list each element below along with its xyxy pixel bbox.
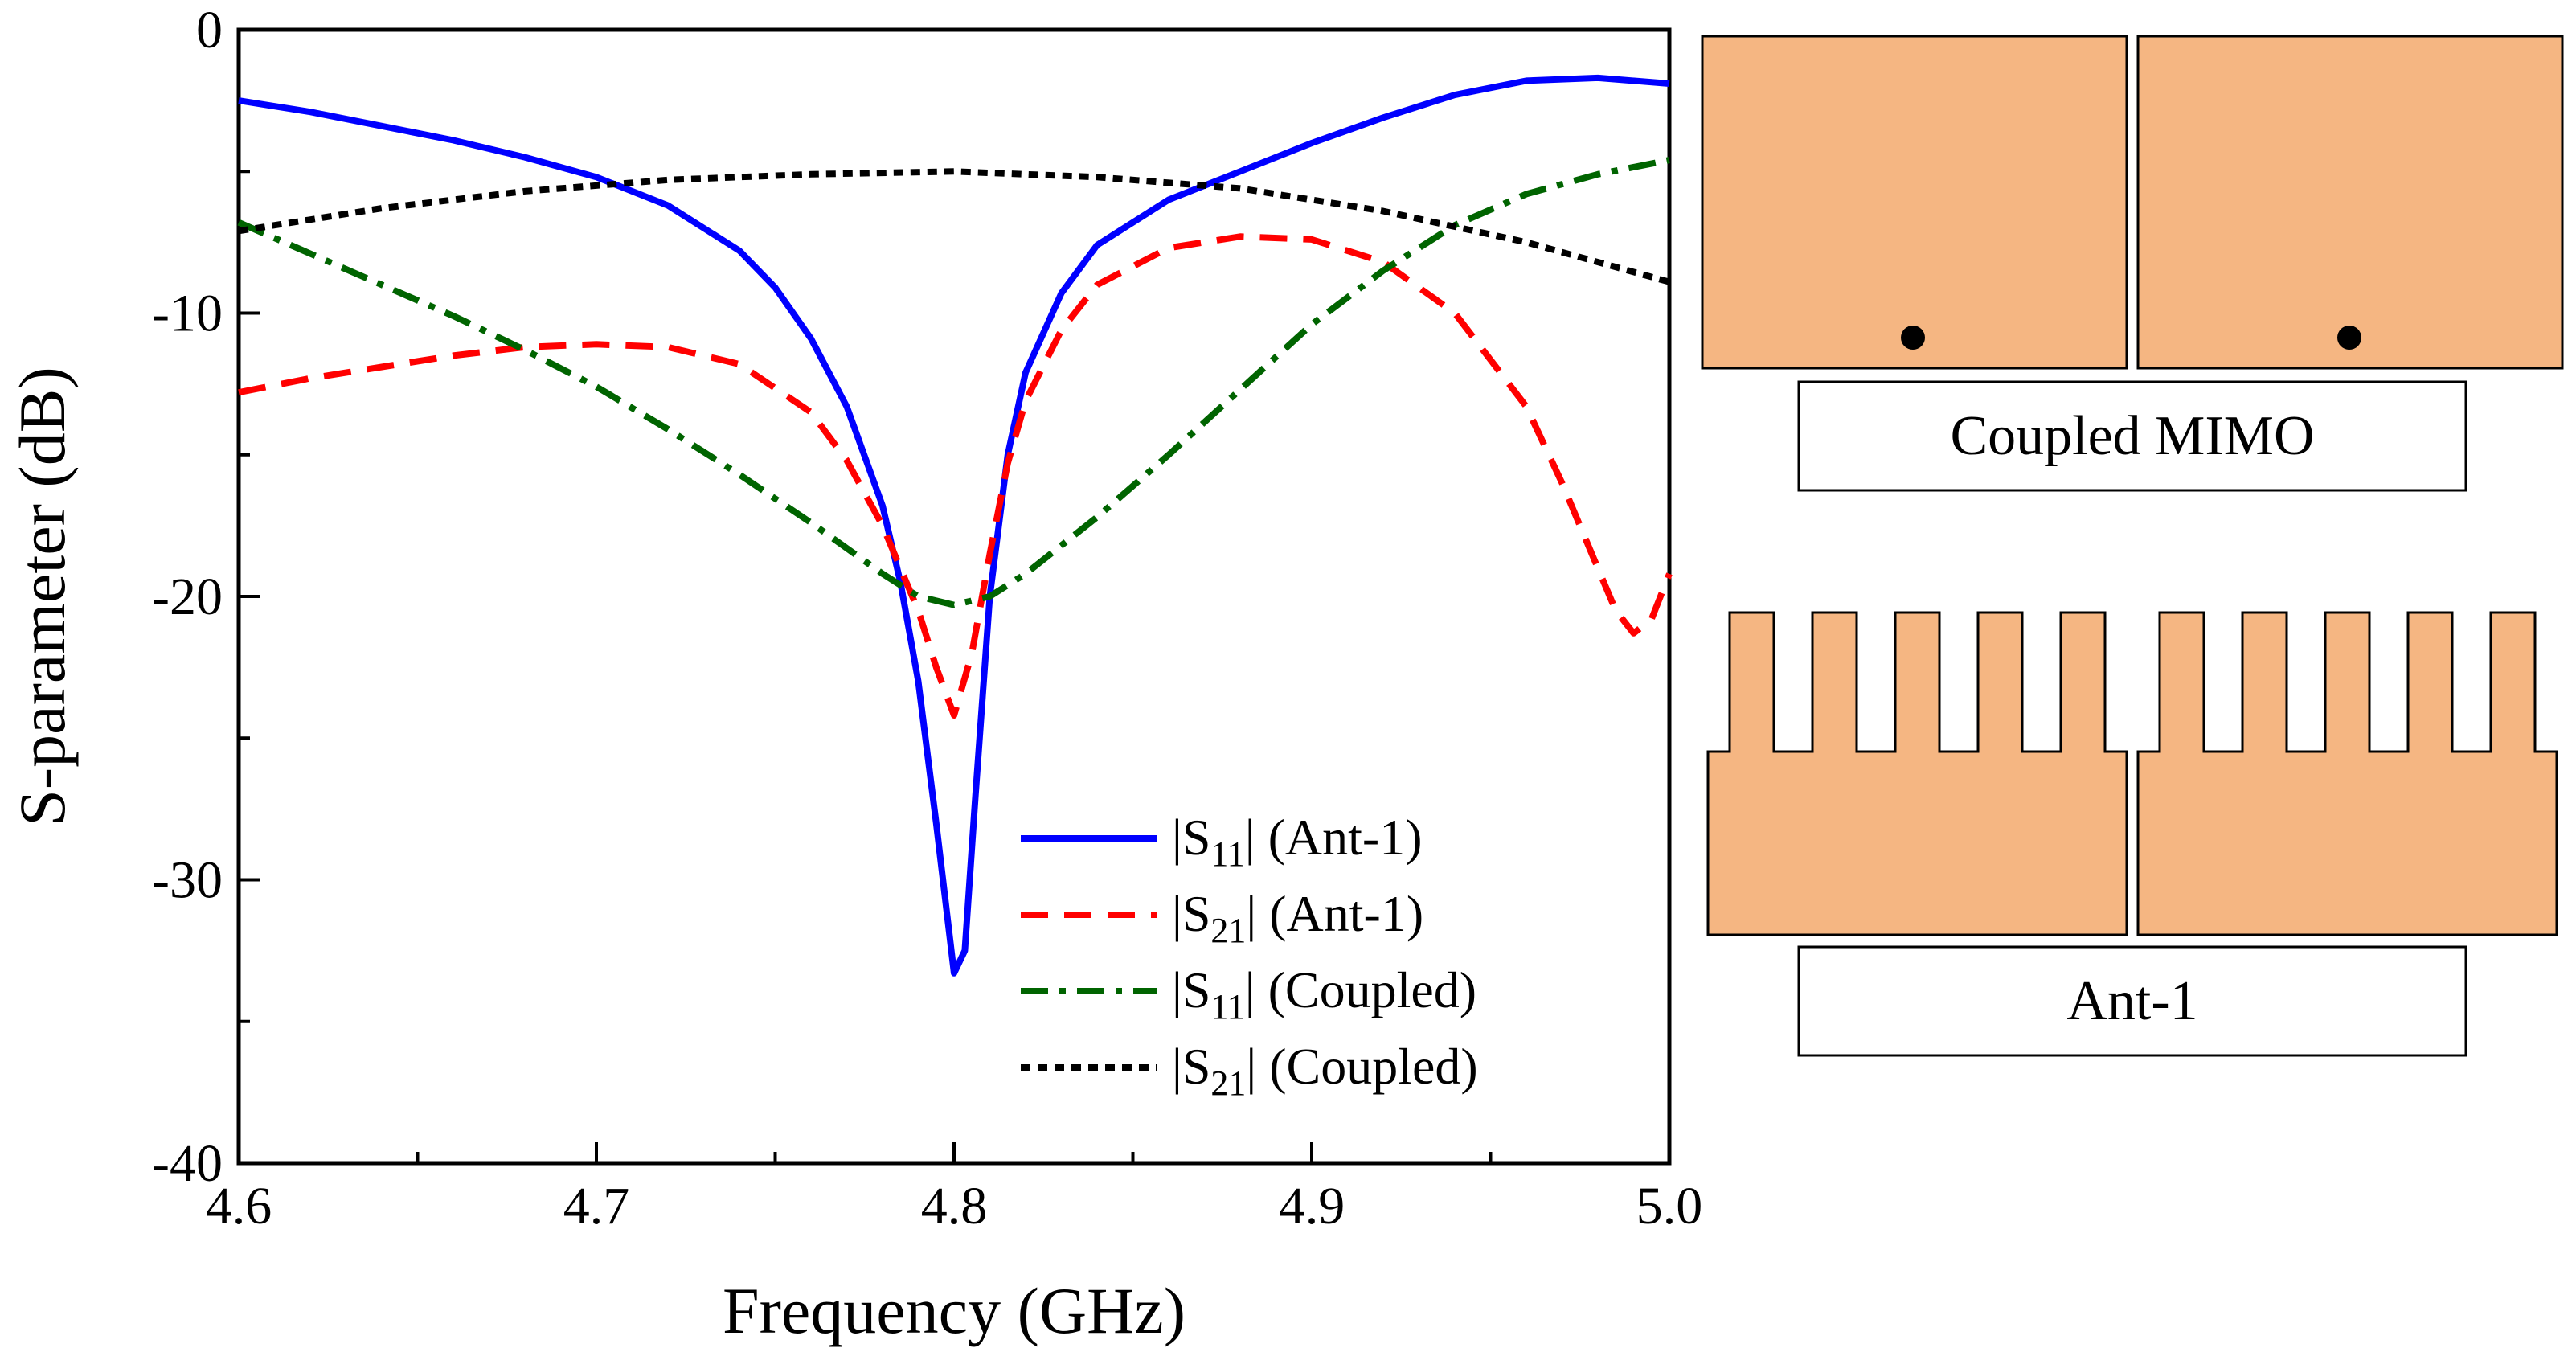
x-axis-title: Frequency (GHz): [723, 1274, 1186, 1347]
series-line-4: [238, 168, 1671, 285]
x-tick-label: 4.7: [563, 1177, 630, 1235]
axis-ticks: [237, 28, 1671, 1165]
ant-1-patch-right: [2136, 611, 2558, 936]
coupled-mimo-diagram: Coupled MIMO: [1701, 35, 2564, 492]
ant-1-caption-box: [1797, 945, 2467, 1057]
coupled-mimo-caption-box: [1797, 380, 2467, 492]
ant-1-patch-left: [1706, 611, 2128, 936]
y-axis-title: S-parameter (dB): [6, 367, 79, 826]
feed-point-left: [1901, 326, 1925, 350]
ant-1-caption: Ant-1: [2066, 970, 2197, 1032]
x-tick-label: 4.8: [921, 1177, 988, 1235]
legend: |S11| (Ant-1) |S21| (Ant-1) |S11| (Coupled…: [1021, 809, 1478, 1103]
legend-entry: |S11| (Ant-1): [1172, 809, 1423, 874]
series-line-3: [237, 157, 1670, 608]
x-tick-label: 4.9: [1279, 1177, 1345, 1235]
tick-labels: 4.6 4.7 4.8 4.9 5.0 0 -10 -20 -30 -40: [152, 1, 1702, 1235]
coupled-mimo-caption: Coupled MIMO: [1950, 405, 2314, 467]
feed-point-right: [2337, 326, 2361, 350]
series-line-2: [238, 233, 1673, 719]
y-tick-label: -40: [152, 1134, 223, 1193]
y-tick-label: -30: [152, 851, 223, 910]
ant-1-diagram: Ant-1: [1706, 611, 2558, 1057]
legend-entry: |S11| (Coupled): [1172, 961, 1476, 1026]
y-tick-label: -20: [152, 567, 223, 626]
series-line-1: [238, 74, 1670, 977]
y-tick-label: 0: [196, 1, 223, 59]
y-tick-label: -10: [152, 285, 223, 343]
coupled-patch-right: [2136, 35, 2564, 370]
x-tick-label: 4.6: [206, 1177, 272, 1235]
series-layer: [237, 74, 1673, 977]
x-tick-label: 5.0: [1636, 1177, 1703, 1235]
coupled-patch-left: [1701, 35, 2128, 370]
legend-entry: |S21| (Coupled): [1172, 1038, 1478, 1103]
legend-entry: |S21| (Ant-1): [1172, 885, 1423, 950]
